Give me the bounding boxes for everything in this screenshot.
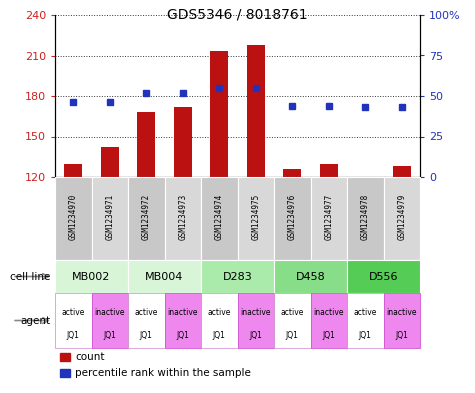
Text: GSM1234971: GSM1234971 xyxy=(105,194,114,240)
Bar xyxy=(164,177,201,260)
Bar xyxy=(64,163,82,339)
Bar xyxy=(393,166,411,339)
Text: inactive: inactive xyxy=(240,308,271,317)
Bar xyxy=(311,293,347,348)
Text: active: active xyxy=(134,308,158,317)
Text: MB002: MB002 xyxy=(72,272,111,281)
Bar xyxy=(137,112,155,339)
Bar xyxy=(55,177,92,260)
Text: GSM1234975: GSM1234975 xyxy=(251,194,260,240)
Text: JQ1: JQ1 xyxy=(213,331,226,340)
Bar xyxy=(383,177,420,260)
Text: GSM1234976: GSM1234976 xyxy=(288,194,297,240)
Bar xyxy=(55,293,92,348)
Text: active: active xyxy=(353,308,377,317)
Text: inactive: inactive xyxy=(387,308,417,317)
Text: GSM1234970: GSM1234970 xyxy=(69,194,78,240)
Text: JQ1: JQ1 xyxy=(140,331,152,340)
Text: JQ1: JQ1 xyxy=(286,331,299,340)
Text: percentile rank within the sample: percentile rank within the sample xyxy=(75,368,251,378)
Bar xyxy=(311,177,347,260)
Text: active: active xyxy=(62,308,85,317)
Text: GSM1234973: GSM1234973 xyxy=(178,194,187,240)
Bar xyxy=(174,107,192,339)
Bar xyxy=(92,293,128,348)
Bar xyxy=(283,169,301,339)
Bar xyxy=(238,293,274,348)
Bar xyxy=(210,51,228,339)
Text: JQ1: JQ1 xyxy=(176,331,189,340)
Text: GDS5346 / 8018761: GDS5346 / 8018761 xyxy=(167,8,308,22)
Text: JQ1: JQ1 xyxy=(323,331,335,340)
Bar xyxy=(201,293,238,348)
Bar xyxy=(128,260,201,293)
Text: GSM1234979: GSM1234979 xyxy=(397,194,406,240)
Text: inactive: inactive xyxy=(314,308,344,317)
Bar xyxy=(164,293,201,348)
Text: JQ1: JQ1 xyxy=(104,331,116,340)
Text: active: active xyxy=(208,308,231,317)
Bar xyxy=(201,177,238,260)
Text: D458: D458 xyxy=(295,272,325,281)
Text: GSM1234974: GSM1234974 xyxy=(215,194,224,240)
Bar xyxy=(101,147,119,339)
Bar xyxy=(92,177,128,260)
Bar xyxy=(347,177,383,260)
Text: JQ1: JQ1 xyxy=(249,331,262,340)
Bar xyxy=(274,293,311,348)
Text: inactive: inactive xyxy=(168,308,198,317)
Bar xyxy=(238,177,274,260)
Bar xyxy=(347,260,420,293)
Bar xyxy=(247,45,265,339)
Text: GSM1234978: GSM1234978 xyxy=(361,194,370,240)
Bar xyxy=(356,178,374,339)
Text: inactive: inactive xyxy=(95,308,125,317)
Bar xyxy=(347,293,383,348)
Text: JQ1: JQ1 xyxy=(67,331,80,340)
Bar xyxy=(320,163,338,339)
Text: GSM1234977: GSM1234977 xyxy=(324,194,333,240)
Text: count: count xyxy=(75,352,104,362)
Bar xyxy=(55,260,128,293)
Text: D556: D556 xyxy=(369,272,398,281)
Bar xyxy=(128,293,164,348)
Text: cell line: cell line xyxy=(10,272,50,281)
Bar xyxy=(383,293,420,348)
Bar xyxy=(201,260,274,293)
Text: agent: agent xyxy=(20,316,50,325)
Text: D283: D283 xyxy=(223,272,252,281)
Bar xyxy=(274,260,347,293)
Text: JQ1: JQ1 xyxy=(395,331,408,340)
Text: GSM1234972: GSM1234972 xyxy=(142,194,151,240)
Text: MB004: MB004 xyxy=(145,272,184,281)
Text: JQ1: JQ1 xyxy=(359,331,371,340)
Bar xyxy=(274,177,311,260)
Text: active: active xyxy=(281,308,304,317)
Bar xyxy=(128,177,164,260)
